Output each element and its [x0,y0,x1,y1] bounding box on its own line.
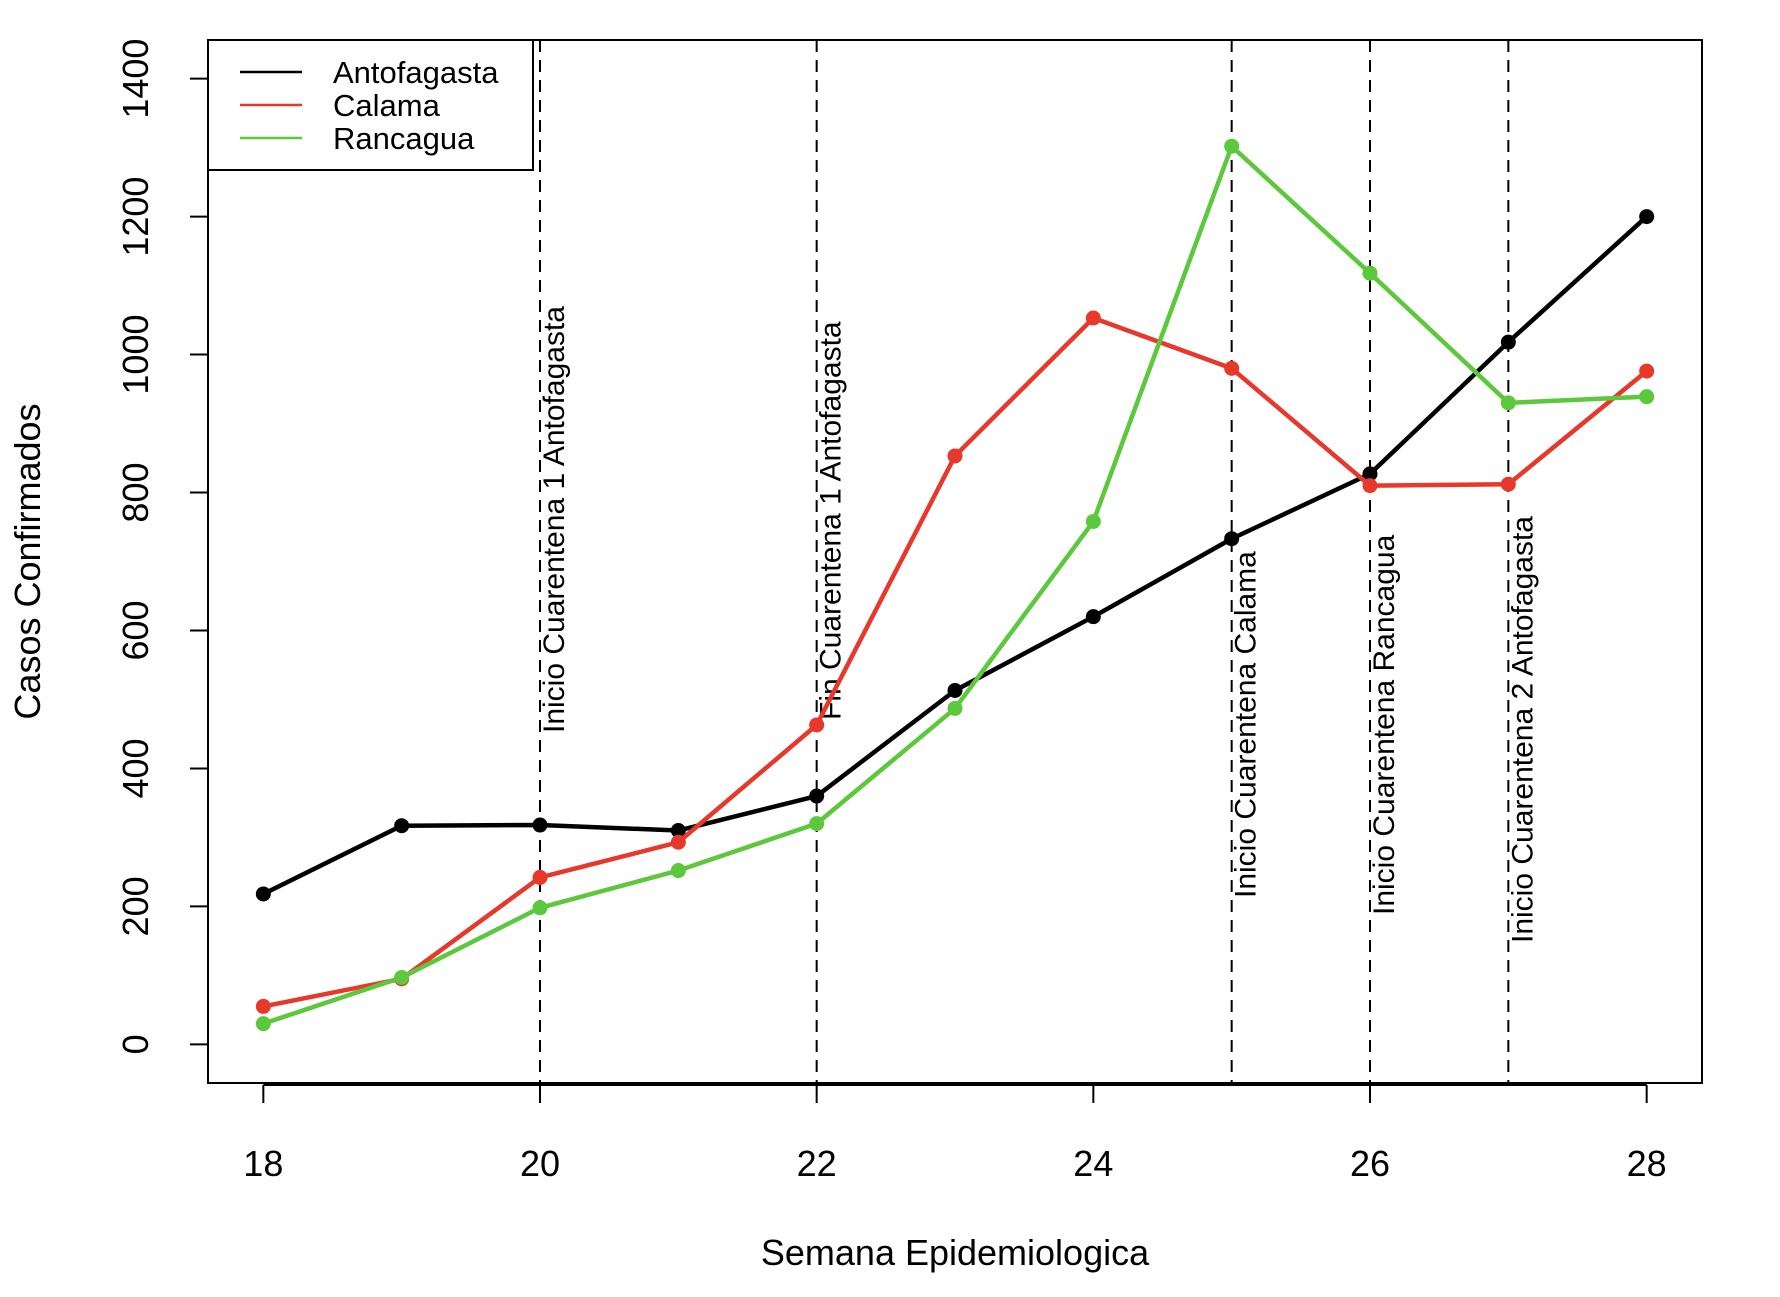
data-point-rancagua [1639,389,1655,405]
data-point-antofagasta [809,788,825,804]
series-line-antofagasta [262,214,1649,897]
x-tick-label: 24 [1073,1143,1113,1184]
x-tick-label: 26 [1350,1143,1390,1184]
data-point-antofagasta [947,682,963,698]
x-tick-label: 20 [520,1143,560,1184]
data-point-antofagasta [1639,209,1655,225]
data-point-antofagasta [1085,609,1101,625]
annotation-label: Inicio Cuarentena 2 Antofagasta [1506,516,1539,943]
y-tick-label: 1200 [115,177,156,257]
data-point-antofagasta [394,818,410,834]
data-point-antofagasta [670,823,686,839]
data-point-calama [947,448,963,464]
data-point-antofagasta [255,886,271,902]
data-point-rancagua [1085,513,1101,529]
annotation-label: Inicio Cuarentena 1 Antofagasta [538,306,571,733]
series-lines [255,138,1655,1032]
data-point-rancagua [670,863,686,879]
x-tick-label: 28 [1627,1143,1667,1184]
data-point-calama [809,717,825,733]
data-point-antofagasta [1500,334,1516,350]
y-axis-label: Casos Confirmados [7,403,48,719]
data-point-rancagua [394,969,410,985]
legend-label-calama: Calama [333,88,441,123]
annotation-label: Inicio Cuarentena Calama [1230,551,1263,898]
data-point-antofagasta [532,817,548,833]
data-point-rancagua [532,900,548,916]
y-axis: 0 200 400 600 800 1000 1200 1400 [115,39,209,1054]
x-axis: 18 20 22 24 26 28 [243,1084,1667,1184]
y-tick-label: 400 [115,738,156,798]
plot-frame [207,39,1703,1084]
x-tick-label: 18 [243,1143,283,1184]
data-point-antofagasta [1362,466,1378,482]
x-tick-label: 22 [797,1143,837,1184]
data-point-antofagasta [1224,531,1240,547]
data-point-rancagua [1500,395,1516,411]
y-tick-label: 800 [115,462,156,522]
data-point-calama [670,834,686,850]
data-point-calama [255,998,271,1014]
data-point-calama [1639,363,1655,379]
data-point-rancagua [255,1016,271,1032]
series-line-calama [262,315,1649,1009]
annotation-label: Inicio Cuarentena Rancagua [1368,534,1401,915]
y-tick-label: 1000 [115,315,156,395]
data-point-calama [532,869,548,885]
vertical-annotations: Inicio Cuarentena 1 Antofagasta Fin Cuare… [538,40,1539,1083]
series-line-rancagua [262,143,1647,1026]
data-point-rancagua [1362,265,1378,281]
y-tick-label: 600 [115,600,156,660]
data-point-rancagua [947,700,963,716]
legend-label-antofagasta: Antofagasta [333,55,499,90]
y-tick-label: 0 [115,1034,156,1054]
y-tick-label: 200 [115,876,156,936]
x-axis-label: Semana Epidemiologica [761,1232,1150,1273]
data-point-rancagua [1224,138,1240,154]
data-point-calama [1500,476,1516,492]
data-point-calama [1085,310,1101,326]
data-point-calama [1224,360,1240,376]
data-point-calama [1362,478,1378,494]
data-point-rancagua [809,816,825,832]
annotation-label: Fin Cuarentena 1 Antofagasta [815,321,848,720]
y-tick-label: 1400 [115,39,156,119]
legend-label-rancagua: Rancagua [333,121,475,156]
